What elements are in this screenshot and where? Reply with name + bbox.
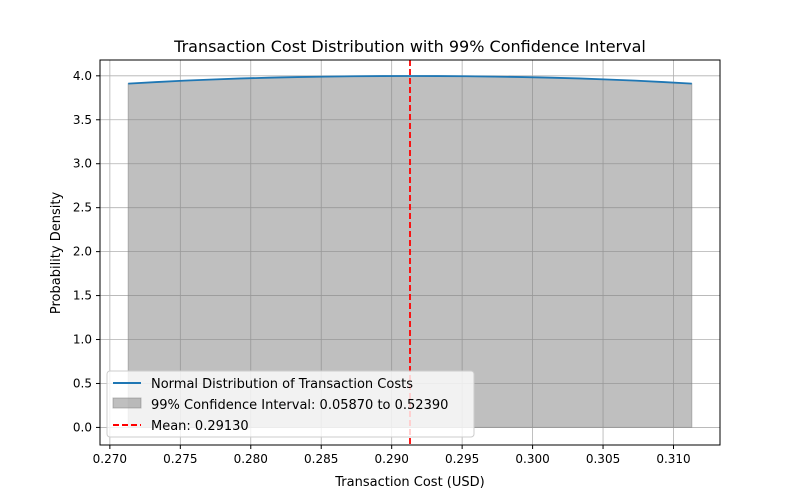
normal-distribution-line — [128, 75, 692, 85]
legend-swatch-confidence-interval — [112, 397, 142, 409]
y-tick-label: 0.0 — [73, 420, 92, 434]
legend-label-confidence-interval: 99% Confidence Interval: 0.05870 to 0.52… — [151, 398, 448, 413]
x-tick-label: 0.300 — [515, 452, 549, 466]
legend-label-normal-distribution: Normal Distribution of Transaction Costs — [151, 377, 413, 392]
x-axis-label: Transaction Cost (USD) — [334, 475, 484, 490]
y-tick-label: 2.0 — [73, 245, 92, 259]
x-tick-label: 0.280 — [234, 452, 268, 466]
x-tick-label: 0.290 — [375, 452, 409, 466]
x-tick-label: 0.275 — [163, 452, 197, 466]
x-tick-label: 0.270 — [93, 452, 127, 466]
y-tick-label: 4.0 — [73, 69, 92, 83]
x-tick-label: 0.285 — [304, 452, 338, 466]
y-tick-label: 0.5 — [73, 376, 92, 390]
legend-label-mean: Mean: 0.29130 — [151, 419, 249, 434]
y-tick-label: 1.5 — [73, 289, 92, 303]
x-axis: 0.270 0.275 0.280 0.285 0.290 0.295 0.300 0.305… — [93, 445, 691, 466]
x-tick-label: 0.305 — [586, 452, 620, 466]
x-tick-label: 0.295 — [445, 452, 479, 466]
x-tick-label: 0.310 — [656, 452, 690, 466]
series-line-layer — [128, 75, 692, 85]
y-tick-label: 3.0 — [73, 157, 92, 171]
plot-frame — [99, 59, 721, 446]
y-axis-label: Probability Density — [49, 192, 64, 315]
chart-title: Transaction Cost Distribution with 99% C… — [173, 37, 646, 56]
y-tick-label: 2.5 — [73, 201, 92, 215]
y-axis: 0.0 0.5 1.0 1.5 2.0 2.5 3.0 3.5 4.0 — [73, 69, 100, 434]
y-tick-label: 3.5 — [73, 113, 92, 127]
legend: Normal Distribution of Transaction Costs… — [106, 370, 475, 438]
legend-box — [106, 370, 475, 438]
y-tick-label: 1.0 — [73, 333, 92, 347]
